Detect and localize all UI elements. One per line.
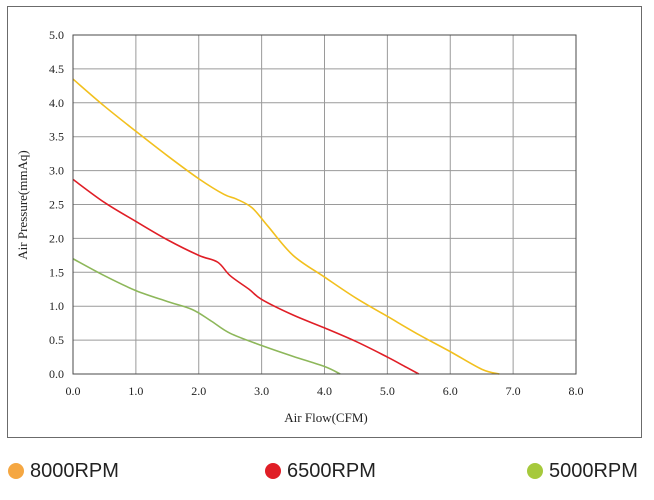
x-tick-label: 8.0 <box>569 384 584 398</box>
legend-swatch-5000rpm <box>527 463 543 479</box>
legend-item-6500rpm: 6500RPM <box>265 456 376 486</box>
y-tick-label: 1.0 <box>49 299 64 313</box>
y-tick-label: 2.0 <box>49 231 64 245</box>
x-tick-label: 2.0 <box>191 384 206 398</box>
y-tick-label: 5.0 <box>49 28 64 42</box>
y-tick-label: 0.0 <box>49 367 64 381</box>
legend-label-6500rpm: 6500RPM <box>287 459 376 482</box>
chart-frame: 0.0 1.0 2.0 3.0 4.0 5.0 6.0 7.0 8.0 0.0 0.5 1.0 1.5 2… <box>7 6 642 438</box>
series-line-5000rpm <box>72 258 341 375</box>
x-tick-label: 4.0 <box>317 384 332 398</box>
y-axis-title: Air Pressure(mmAq) <box>15 150 30 259</box>
y-tick-label: 3.0 <box>49 164 64 178</box>
grid-layer <box>72 34 577 375</box>
y-tick-label: 0.5 <box>49 333 64 347</box>
series-line-6500rpm <box>72 178 420 375</box>
y-tick-label: 4.5 <box>49 62 64 76</box>
y-tick-label: 2.5 <box>49 198 64 212</box>
series-line-8000rpm <box>72 78 500 375</box>
series-layer <box>72 78 500 375</box>
legend-label-5000rpm: 5000RPM <box>549 459 638 482</box>
plot-border <box>72 34 577 375</box>
x-tick-label: 1.0 <box>128 384 143 398</box>
axis-layer: 0.0 1.0 2.0 3.0 4.0 5.0 6.0 7.0 8.0 0.0 0.5 1.0 1.5 2… <box>49 28 584 398</box>
x-tick-label: 0.0 <box>66 384 81 398</box>
x-tick-label: 5.0 <box>380 384 395 398</box>
x-tick-label: 3.0 <box>254 384 269 398</box>
legend-item-8000rpm: 8000RPM <box>8 456 119 486</box>
x-tick-label: 7.0 <box>506 384 521 398</box>
x-tick-label: 6.0 <box>443 384 458 398</box>
y-tick-label: 1.5 <box>49 265 64 279</box>
legend-swatch-6500rpm <box>265 463 281 479</box>
legend-label-8000rpm: 8000RPM <box>30 459 119 482</box>
legend-swatch-8000rpm <box>8 463 24 479</box>
pressure-flow-chart: 0.0 1.0 2.0 3.0 4.0 5.0 6.0 7.0 8.0 0.0 0.5 1.0 1.5 2… <box>15 28 584 425</box>
legend-item-5000rpm: 5000RPM <box>527 456 638 486</box>
y-tick-label: 4.0 <box>49 96 64 110</box>
x-axis-title: Air Flow(CFM) <box>284 410 367 425</box>
y-tick-label: 3.5 <box>49 130 64 144</box>
